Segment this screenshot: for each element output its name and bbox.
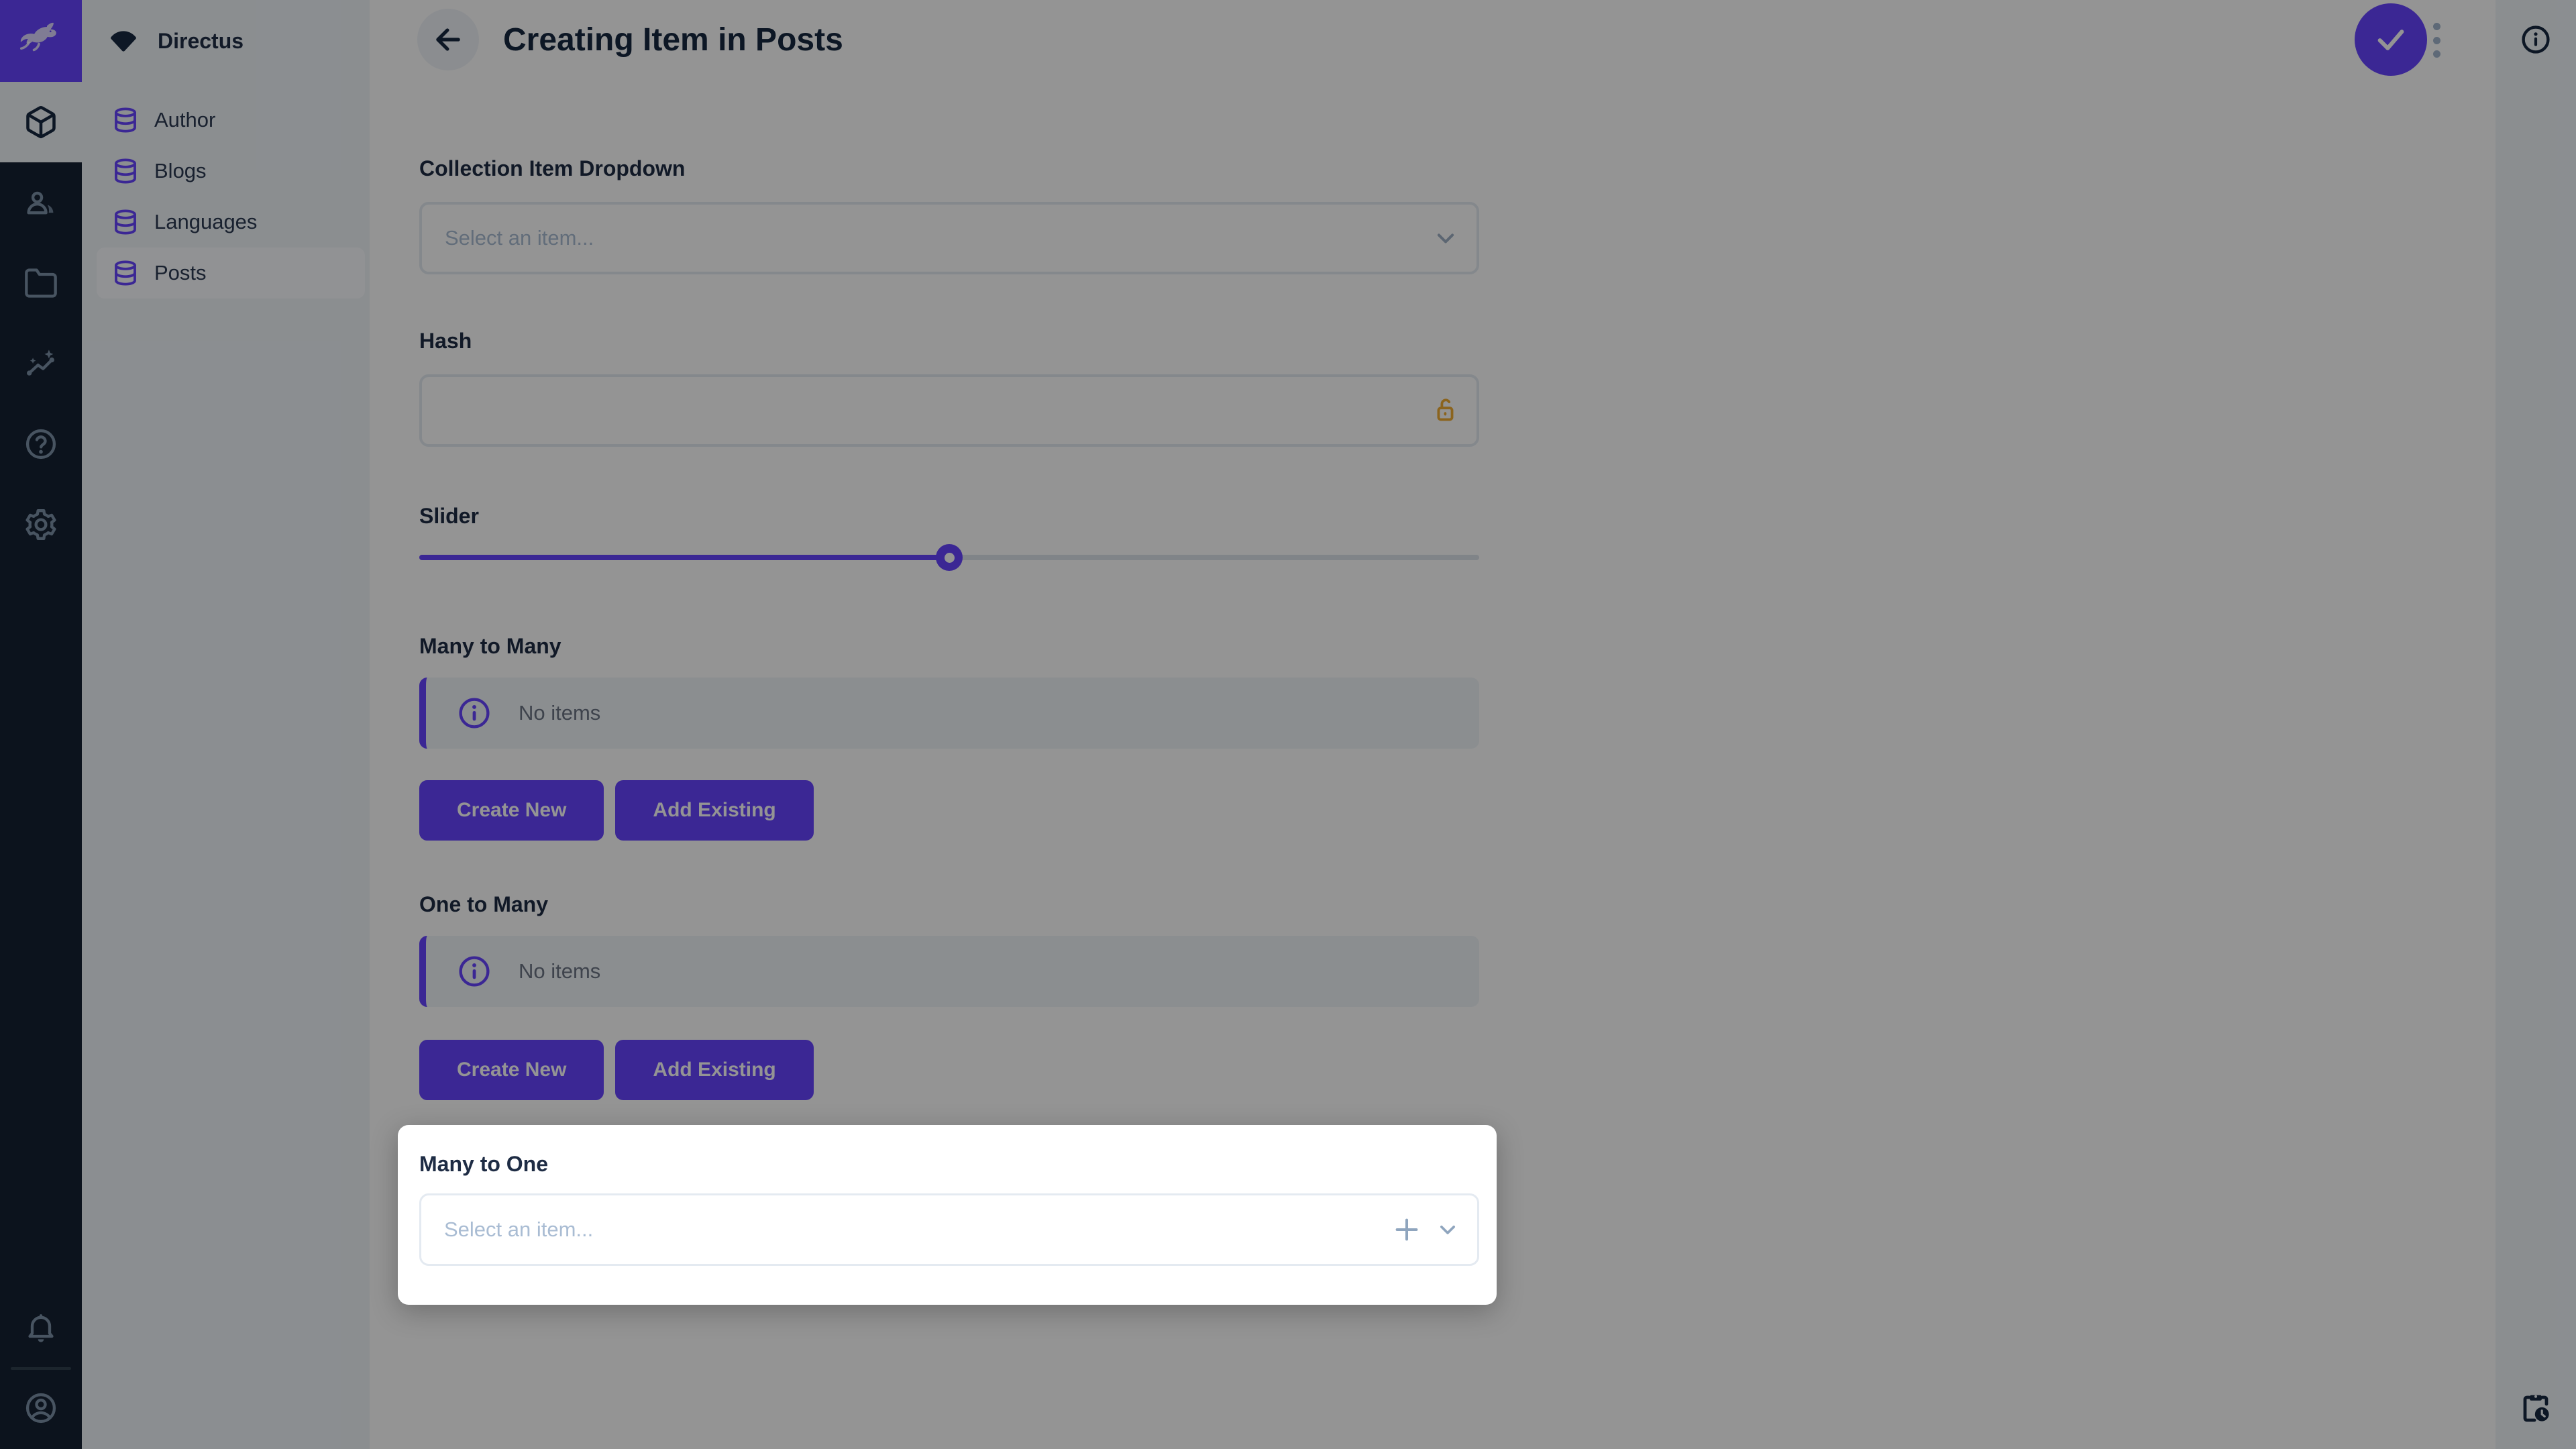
database-icon [115,158,136,184]
slider-input[interactable] [419,544,1479,571]
directus-rabbit-logo [19,22,56,52]
module-user-directory[interactable] [0,162,82,243]
users-icon [27,191,54,215]
select-placeholder: Select an item... [444,1218,594,1241]
one-to-many-create-new-button[interactable]: Create New [419,1040,604,1100]
module-bar-divider [11,1367,71,1370]
module-settings[interactable] [0,484,82,565]
sidebar-item-label: Posts [154,261,207,284]
info-sidebar [2496,0,2576,1449]
check-icon [2377,30,2404,50]
notifications-button[interactable] [0,1287,82,1368]
directus-logo-button[interactable] [0,0,82,82]
files-folder-icon [25,268,57,298]
page-title: Creating Item in Posts [503,22,843,58]
revisions-toggle[interactable] [2520,1392,2552,1424]
main-content: Creating Item in Posts Collection Item D… [370,0,2496,1449]
many-to-one-highlight-card: Many to One Select an item... [398,1125,1497,1305]
one-to-many-empty-notice: No items [419,936,1479,1007]
many-to-many-empty-notice: No items [419,678,1479,749]
info-icon [459,956,490,987]
field-label-collection-item-dropdown: Collection Item Dropdown [419,156,686,180]
info-sidebar-toggle[interactable] [2520,23,2552,56]
module-bar [0,0,82,1449]
hash-input[interactable] [419,374,1479,447]
notifications-bell-icon [28,1314,54,1342]
plus-icon[interactable] [1391,1214,1422,1245]
sidebar-item-blogs[interactable]: Blogs [97,146,365,197]
project-name: Directus [158,28,244,53]
save-button[interactable] [2355,3,2427,76]
many-to-many-add-existing-button[interactable]: Add Existing [615,780,814,841]
more-options-button[interactable] [2423,23,2450,58]
module-content[interactable] [0,82,82,162]
chevron-down-icon[interactable] [1431,223,1460,253]
field-label-slider: Slider [419,504,479,528]
select-placeholder: Select an item... [445,226,594,250]
back-button[interactable] [417,9,479,70]
field-label-many-to-one: Many to One [419,1152,549,1176]
arrow-left-icon [436,28,460,51]
database-icon [115,107,136,133]
user-menu-button[interactable] [0,1368,82,1448]
lock-open-icon [1437,398,1454,421]
collection-item-dropdown-select[interactable]: Select an item... [419,202,1479,274]
sidebar-item-author[interactable]: Author [97,95,365,146]
field-label-one-to-many: One to Many [419,892,549,916]
user-avatar-icon [25,1393,56,1424]
database-icon [115,209,136,235]
chevron-down-icon[interactable] [1434,1216,1461,1243]
sidebar-item-label: Author [154,108,216,131]
settings-gear-icon [25,509,56,540]
many-to-one-select[interactable]: Select an item... [419,1193,1479,1266]
slider-thumb[interactable] [936,544,963,571]
module-help[interactable] [0,404,82,484]
kebab-menu-icon [2432,23,2440,30]
sidebar-item-label: Languages [154,210,258,233]
sidebar-item-label: Blogs [154,159,207,182]
database-icon [115,260,136,286]
module-files[interactable] [0,243,82,323]
slider-fill [419,555,949,560]
insights-icon [26,350,54,376]
sidebar-item-posts[interactable]: Posts [97,248,365,299]
info-icon [459,698,490,729]
project-fan-icon [111,31,136,52]
field-label-many-to-many: Many to Many [419,634,561,658]
info-icon [2522,25,2550,54]
help-icon [25,429,56,460]
project-header[interactable]: Directus [82,0,370,82]
field-label-hash: Hash [419,329,472,353]
clipboard-clock-icon [2523,1395,2549,1422]
empty-state-text: No items [519,959,601,983]
empty-state-text: No items [519,701,601,724]
content-box-icon [26,106,56,139]
one-to-many-add-existing-button[interactable]: Add Existing [615,1040,814,1100]
sidebar-item-languages[interactable]: Languages [97,197,365,248]
module-insights[interactable] [0,323,82,404]
many-to-many-create-new-button[interactable]: Create New [419,780,604,841]
navigation-sidebar: Directus Author Blogs Langua [82,0,370,1449]
